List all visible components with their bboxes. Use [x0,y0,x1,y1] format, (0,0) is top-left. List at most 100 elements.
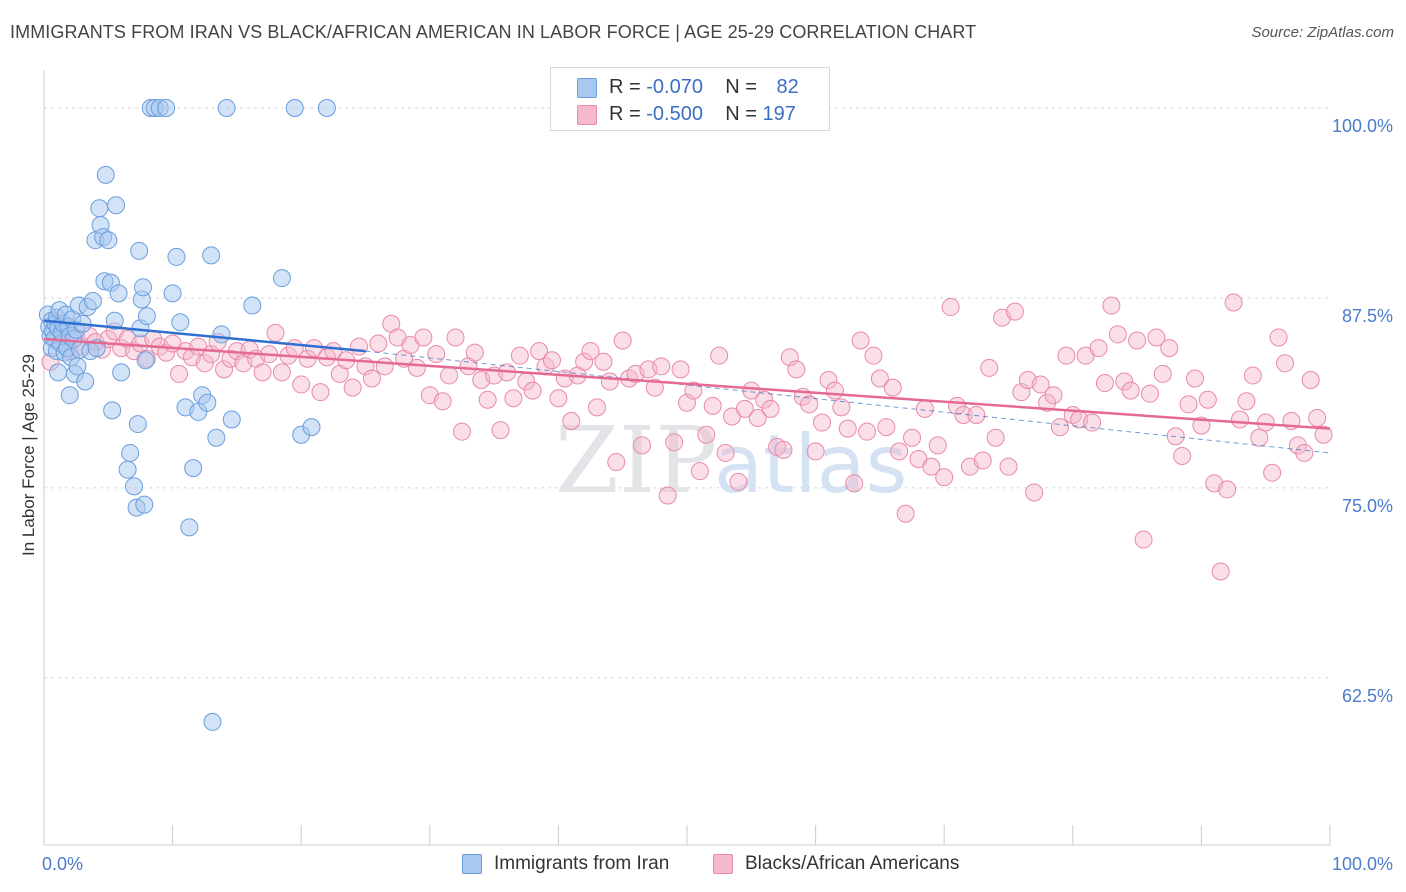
trend-lines [43,319,1331,454]
blue-point [184,459,203,478]
pink-point [1173,446,1192,465]
blue-point [112,363,131,382]
legend-r-value: -0.500 [646,103,703,125]
pink-point [800,395,819,414]
blue-point [212,325,231,344]
pink-point [607,453,626,472]
pink-point [665,433,684,452]
blue-point [76,372,95,391]
pink-point [478,390,497,409]
blue-point [163,284,182,303]
blue-point [105,311,124,330]
y-tick-label: 75.0% [1342,496,1393,516]
blue-point [109,284,128,303]
blue-point [243,296,262,315]
pink-point [1083,413,1102,432]
pink-point [774,440,793,459]
pink-point [581,342,600,361]
bottom-legend-label-black: Blacks/African Americans [745,853,960,874]
blue-point [136,351,155,370]
pink-point [170,364,189,383]
pink-point [716,443,735,462]
pink-point [845,474,864,493]
blue-point [302,418,321,437]
legend-r-label: R = [609,76,641,98]
legend-n-value: 82 [776,76,799,98]
pink-point [407,358,426,377]
legend-box: R = -0.070 N = 82 R = -0.500 N = 197 [550,67,830,131]
pink-point [549,389,568,408]
blue-point [203,712,222,731]
pink-trend-line [43,337,1331,430]
legend-swatch-blue [577,78,597,98]
pink-point [562,412,581,431]
blue-point [135,495,154,514]
pink-point [864,346,883,365]
pink-point [928,436,947,455]
blue-point [171,313,190,332]
blue-point [83,291,102,310]
pink-point [292,375,311,394]
blue-point [128,415,147,434]
blue-point [137,307,156,326]
legend-swatch-pink [577,105,597,125]
pink-point [1153,364,1172,383]
pink-point [1230,410,1249,429]
pink-point [922,457,941,476]
pink-point [253,363,272,382]
pink-point [343,378,362,397]
pink-point [1185,369,1204,388]
bottom-legend-swatch-pink [713,854,733,874]
pink-point [613,331,632,350]
blue-point [107,196,126,215]
pink-point [1250,428,1269,447]
pink-point [1218,480,1237,499]
bottom-legend-label-iran: Immigrants from Iran [494,853,670,874]
pink-point [755,390,774,409]
pink-point [215,360,234,379]
pink-point [986,428,1005,447]
pink-point [1160,339,1179,358]
pink-point [446,328,465,347]
pink-point [1288,436,1307,455]
blue-point [180,518,199,537]
pink-point [729,472,748,491]
pink-point [858,422,877,441]
pink-point [1050,418,1069,437]
blue-point [217,98,236,117]
pink-point [600,372,619,391]
pink-point [703,396,722,415]
pink-point [954,405,973,424]
pink-point [652,357,671,376]
pink-point [427,345,446,364]
pink-point [710,346,729,365]
pink-point [825,381,844,400]
pink-point [440,366,459,385]
blue-point [157,98,176,117]
blue-point [96,165,115,184]
y-tick-label: 100.0% [1332,116,1393,136]
pink-point [587,398,606,417]
blue-point [134,278,153,297]
blue-point [60,386,79,405]
pink-point [1269,328,1288,347]
pink-point [1211,562,1230,581]
pink-point [838,419,857,438]
blue-point [118,460,137,479]
pink-point [433,392,452,411]
y-tick-label: 62.5% [1342,686,1393,706]
pink-point [658,486,677,505]
pink-point [1263,463,1282,482]
pink-point [735,399,754,418]
pink-point [980,358,999,377]
blue-point [68,357,87,376]
pink-point [542,351,561,370]
tick-labels: 100.0% 87.5% 75.0% 62.5% 0.0% 100.0% [42,116,1393,874]
pink-point [523,381,542,400]
pink-point [999,457,1018,476]
blue-trend-line [43,319,366,353]
pink-point [1005,302,1024,321]
pink-point [575,352,594,371]
watermark: ZIP atlas [555,407,907,514]
blue-point [207,428,226,447]
